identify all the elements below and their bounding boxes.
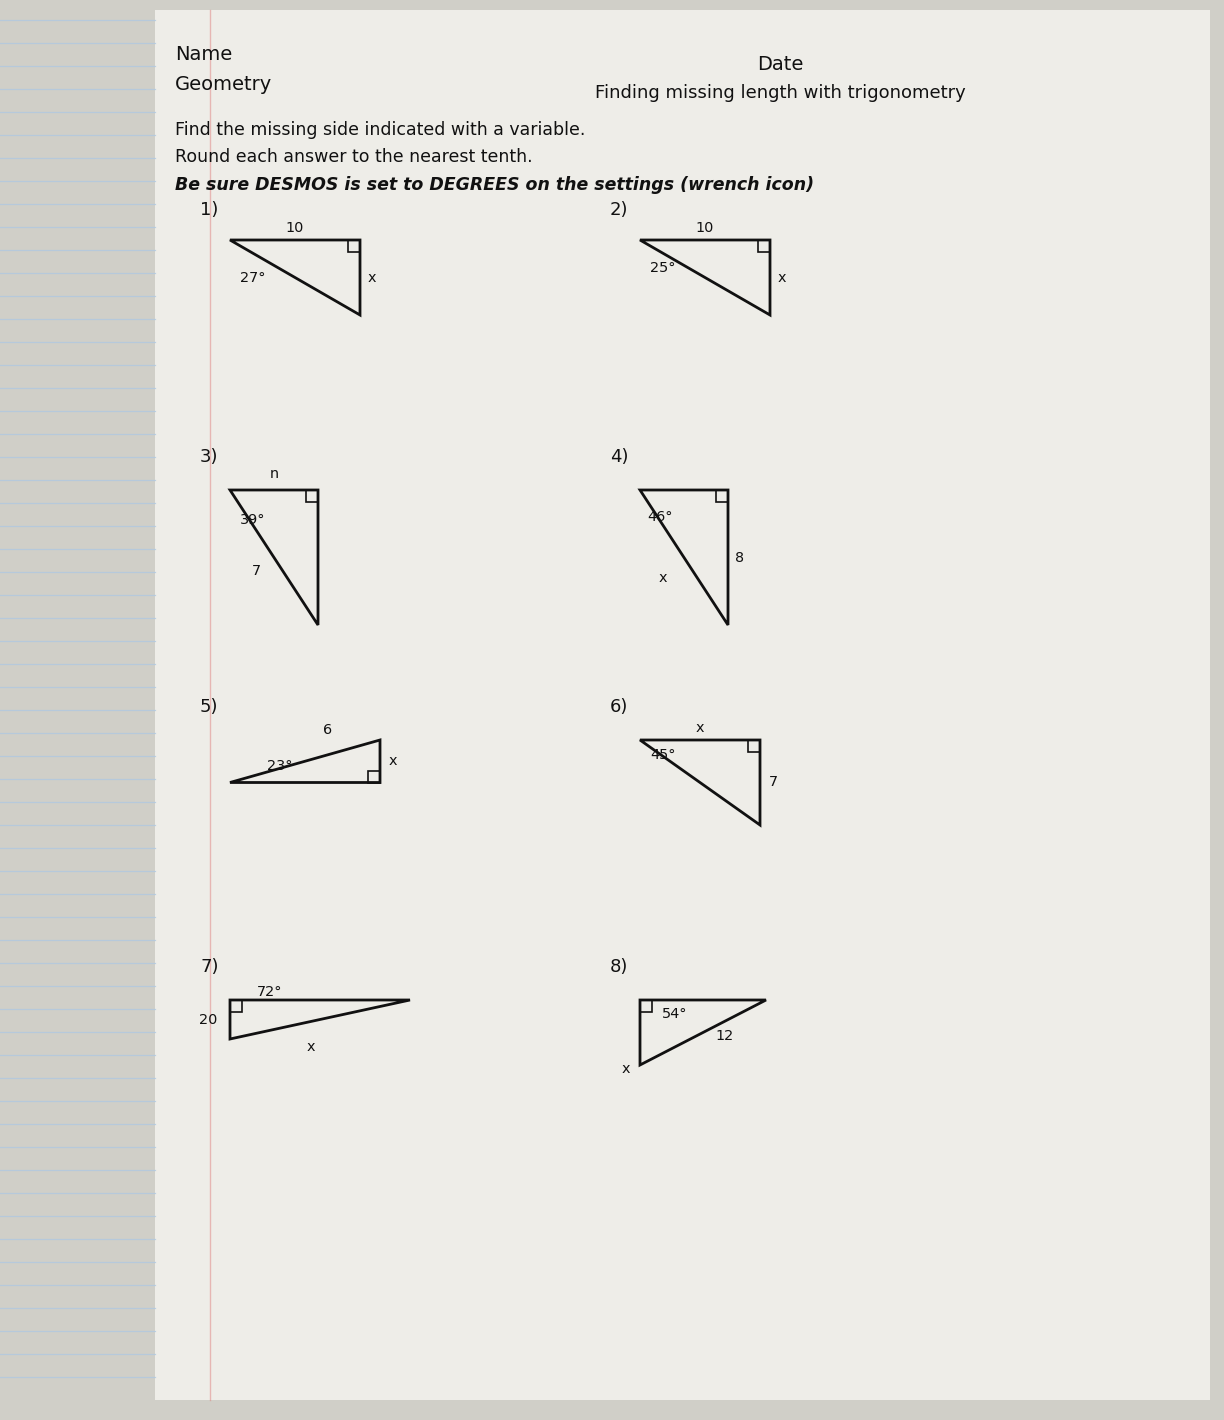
Text: 72°: 72° [257,985,283,1000]
Text: Finding missing length with trigonometry: Finding missing length with trigonometry [595,84,966,102]
Text: n: n [269,467,279,481]
Text: Round each answer to the nearest tenth.: Round each answer to the nearest tenth. [175,148,532,166]
Text: Be sure DESMOS is set to DEGREES on the settings (wrench icon): Be sure DESMOS is set to DEGREES on the … [175,176,814,195]
Text: 20: 20 [200,1012,218,1027]
Text: Geometry: Geometry [175,75,272,94]
Text: x: x [367,271,376,285]
Text: 7: 7 [252,564,261,578]
Text: x: x [777,271,786,285]
Text: 39°: 39° [240,513,266,527]
Text: x: x [659,571,667,585]
Text: 6): 6) [610,699,628,716]
Text: x: x [695,721,704,736]
Bar [155,10,1211,1400]
Text: 23°: 23° [268,758,293,772]
Text: 3): 3) [200,447,219,466]
Text: 8): 8) [610,959,628,976]
Text: 10: 10 [286,222,305,234]
Text: 5): 5) [200,699,219,716]
Text: 4): 4) [610,447,628,466]
Text: 7: 7 [769,775,778,790]
Text: x: x [622,1062,630,1076]
Text: x: x [389,754,398,768]
Text: 46°: 46° [647,510,673,524]
Text: 8: 8 [734,551,744,565]
Text: 1): 1) [200,202,218,219]
Text: 6: 6 [323,723,332,737]
Text: 25°: 25° [650,261,676,275]
Text: 45°: 45° [650,748,676,763]
Text: 54°: 54° [662,1007,687,1021]
Text: Find the missing side indicated with a variable.: Find the missing side indicated with a v… [175,121,585,139]
Text: Date: Date [756,55,803,74]
Text: 7): 7) [200,959,219,976]
Text: 10: 10 [695,222,714,234]
Text: 12: 12 [716,1028,734,1042]
Text: x: x [307,1039,316,1054]
Text: 27°: 27° [240,271,266,285]
Text: Name: Name [175,45,233,64]
Text: 2): 2) [610,202,628,219]
